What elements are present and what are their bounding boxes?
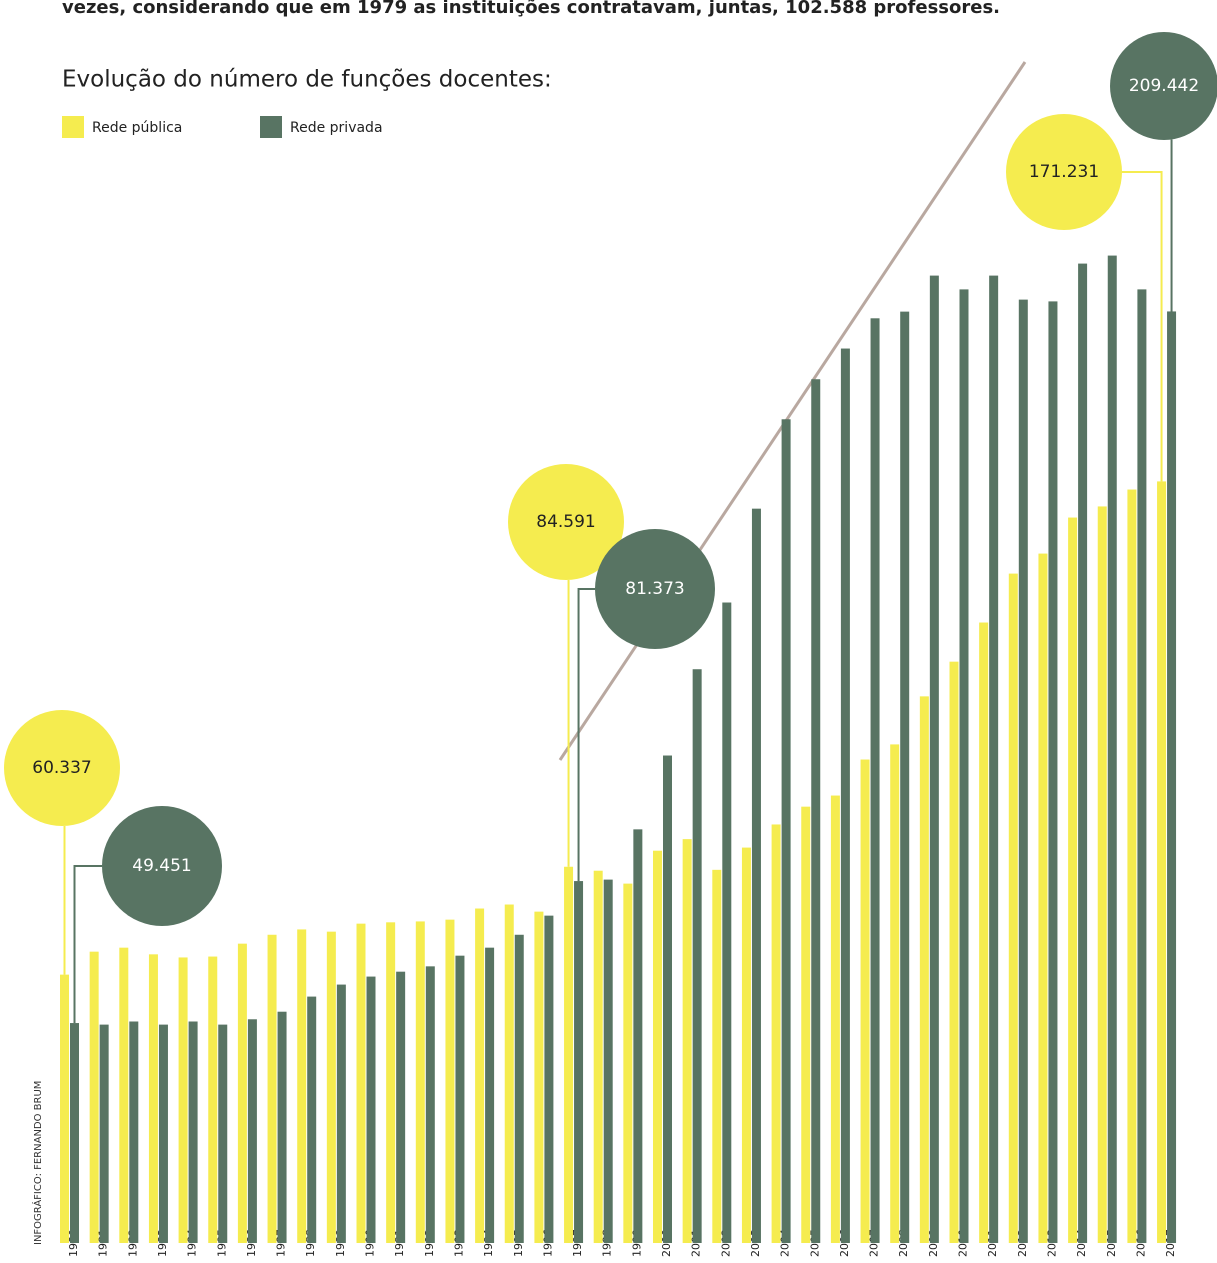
bar [60,975,69,1243]
bar [1167,311,1176,1243]
bar [950,662,959,1243]
bar [742,848,751,1243]
legend-label: Rede privada [290,120,383,136]
bar [534,912,543,1243]
pointer-illustration [560,62,1025,760]
bar [772,824,781,1243]
bar [396,972,405,1243]
bar [189,1021,198,1243]
bar [119,948,128,1243]
bar [752,509,761,1243]
bar [604,880,613,1243]
bar [90,952,99,1243]
bar [683,839,692,1243]
bar [100,1025,109,1243]
bar [268,935,277,1243]
legend-swatch [62,116,84,138]
bar [861,760,870,1243]
credit: INFOGRÁFICO: FERNANDO BRUM [31,1081,44,1245]
bar [1038,554,1047,1243]
bar [307,997,316,1243]
value-label: 60.337 [32,758,91,778]
bar [1019,300,1028,1243]
bar [426,966,435,1243]
bar [1009,574,1018,1243]
bar [416,921,425,1243]
bar [890,744,899,1243]
bar [179,957,188,1243]
value-label: 209.442 [1129,76,1199,96]
bar [989,276,998,1243]
bar [1098,506,1107,1243]
bar [1068,518,1077,1243]
bar [653,851,662,1243]
bar [485,948,494,1243]
bar [831,796,840,1243]
legend-label: Rede pública [92,120,182,136]
bar [357,924,366,1243]
bar [960,289,969,1243]
bar [70,1023,79,1243]
bar [208,957,217,1243]
bar [663,756,672,1243]
bar [871,318,880,1243]
bar [801,807,810,1243]
bar [574,881,583,1243]
bar [920,696,929,1243]
infographic: vezes, considerando que em 1979 as insti… [0,0,1217,1259]
bar [297,929,306,1243]
bar [564,867,573,1243]
bar [712,870,721,1243]
bar [1127,490,1136,1243]
bar [505,905,514,1243]
bar [623,884,632,1243]
value-label: 81.373 [625,579,684,599]
bar [159,1025,168,1243]
bar [930,276,939,1243]
bar [1048,301,1057,1243]
bar [633,829,642,1243]
bar [238,944,247,1243]
bar [386,922,395,1243]
bar [218,1025,227,1243]
bar [327,932,336,1243]
bar [515,935,524,1243]
bar [811,379,820,1243]
bar [337,985,346,1243]
bar [900,312,909,1243]
bar [1157,481,1166,1243]
bar [475,909,484,1243]
bar [1078,264,1087,1243]
bar [278,1012,287,1243]
callout-line [579,589,595,881]
page: vezes, considerando que em 1979 as insti… [0,0,1217,1263]
value-label: 49.451 [132,856,191,876]
bar [693,669,702,1243]
bar [248,1019,257,1243]
chart-title: Evolução do número de funções docentes: [62,67,552,93]
bar [544,916,553,1243]
bar [455,956,464,1243]
header-text: vezes, considerando que em 1979 as insti… [62,0,1000,18]
bar [782,419,791,1243]
bar [979,623,988,1243]
value-label: 171.231 [1029,162,1099,182]
value-label: 84.591 [536,512,595,532]
bar [367,977,376,1243]
bar [1108,256,1117,1243]
legend-swatch [260,116,282,138]
bar [149,954,158,1243]
bar [445,920,454,1243]
bar [722,603,731,1243]
bar [594,871,603,1243]
bar [129,1021,138,1243]
bar [841,349,850,1243]
bar [1137,289,1146,1243]
